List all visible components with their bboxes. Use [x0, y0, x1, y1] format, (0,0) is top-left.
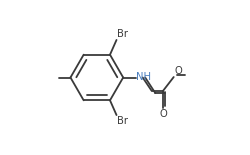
- Text: O: O: [174, 66, 181, 76]
- Text: NH: NH: [136, 73, 151, 82]
- Text: Br: Br: [116, 116, 128, 126]
- Text: O: O: [159, 109, 167, 119]
- Text: Br: Br: [116, 29, 128, 39]
